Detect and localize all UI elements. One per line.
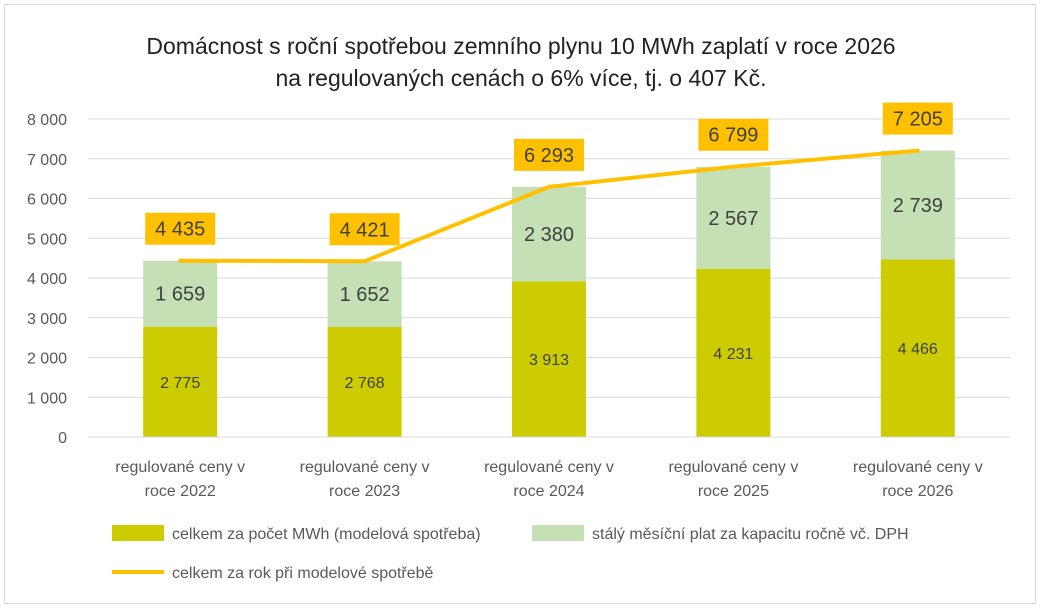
data-label-modelova-spotreba: 4 231 bbox=[713, 346, 753, 363]
bar-segment-staly-plat bbox=[512, 186, 586, 282]
data-label-celkem: 6 799 bbox=[708, 125, 758, 147]
data-label-box-celkem bbox=[329, 213, 400, 246]
data-label-staly-plat: 1 659 bbox=[155, 284, 205, 306]
chart-title-line-2: na regulovaných cenách o 6% více, tj. o … bbox=[275, 65, 767, 91]
y-tick-label: 7 000 bbox=[27, 152, 67, 169]
y-tick-label: 3 000 bbox=[27, 311, 67, 328]
data-label-modelova-spotreba: 3 913 bbox=[529, 352, 569, 369]
bar-segment-staly-plat bbox=[327, 261, 402, 327]
data-label-celkem: 4 421 bbox=[340, 219, 390, 241]
data-label-staly-plat: 1 652 bbox=[340, 284, 390, 306]
legend-swatch-staly-plat bbox=[532, 525, 584, 541]
bar-segment-modelova-spotreba bbox=[143, 326, 218, 437]
y-tick-label: 8 000 bbox=[27, 112, 67, 129]
bar-segment-staly-plat bbox=[143, 260, 218, 327]
bar-segment-modelova-spotreba bbox=[327, 326, 402, 437]
y-tick-label: 2 000 bbox=[27, 351, 67, 368]
x-tick-label-line-1: regulované ceny v bbox=[853, 459, 983, 476]
legend-label-celkem: celkem za rok při modelové spotřebě bbox=[172, 565, 434, 582]
x-tick-label-line-2: roce 2022 bbox=[145, 483, 216, 500]
legend-label-staly-plat: stálý měsíční plat za kapacitu ročně vč.… bbox=[592, 526, 909, 543]
data-label-celkem: 4 435 bbox=[155, 219, 205, 241]
data-label-modelova-spotreba: 2 768 bbox=[345, 375, 385, 392]
bar-segment-modelova-spotreba bbox=[880, 259, 955, 437]
x-tick-label-line-2: roce 2025 bbox=[698, 483, 769, 500]
legend-label-modelova-spotreba: celkem za počet MWh (modelová spotřeba) bbox=[172, 526, 481, 543]
y-tick-label: 6 000 bbox=[27, 192, 67, 209]
data-label-staly-plat: 2 567 bbox=[708, 208, 758, 230]
data-label-staly-plat: 2 739 bbox=[893, 195, 943, 217]
x-tick-label-line-1: regulované ceny v bbox=[668, 459, 798, 476]
data-label-celkem: 6 293 bbox=[524, 145, 574, 167]
chart-title-line-1: Domácnost s roční spotřebou zemního plyn… bbox=[146, 33, 896, 59]
data-label-staly-plat: 2 380 bbox=[524, 224, 574, 246]
bar-segment-staly-plat bbox=[696, 166, 771, 269]
chart-title: Domácnost s roční spotřebou zemního plyn… bbox=[0, 30, 1042, 94]
data-label-box-celkem bbox=[698, 118, 769, 151]
x-tick-label-line-1: regulované ceny v bbox=[115, 459, 245, 476]
bar-segment-staly-plat bbox=[880, 150, 955, 260]
data-label-modelova-spotreba: 2 775 bbox=[160, 375, 200, 392]
data-label-modelova-spotreba: 4 466 bbox=[898, 341, 938, 358]
x-tick-label-line-2: roce 2023 bbox=[329, 483, 400, 500]
series-line-celkem bbox=[178, 148, 920, 264]
data-label-box-celkem bbox=[145, 212, 216, 245]
bar-segment-modelova-spotreba bbox=[512, 281, 586, 437]
data-label-box-celkem bbox=[882, 102, 953, 135]
y-tick-label: 5 000 bbox=[27, 231, 67, 248]
x-tick-label-line-1: regulované ceny v bbox=[300, 459, 430, 476]
x-tick-label-line-1: regulované ceny v bbox=[484, 459, 614, 476]
y-tick-label: 4 000 bbox=[27, 271, 67, 288]
data-label-box-celkem bbox=[514, 138, 584, 171]
x-tick-label-line-2: roce 2026 bbox=[882, 483, 953, 500]
bar-segment-modelova-spotreba bbox=[696, 268, 771, 437]
legend-swatch-modelova-spotreba bbox=[112, 525, 164, 541]
x-tick-label-line-2: roce 2024 bbox=[513, 483, 584, 500]
y-tick-label: 1 000 bbox=[27, 390, 67, 407]
y-tick-label: 0 bbox=[58, 430, 67, 447]
data-label-celkem: 7 205 bbox=[893, 109, 943, 131]
